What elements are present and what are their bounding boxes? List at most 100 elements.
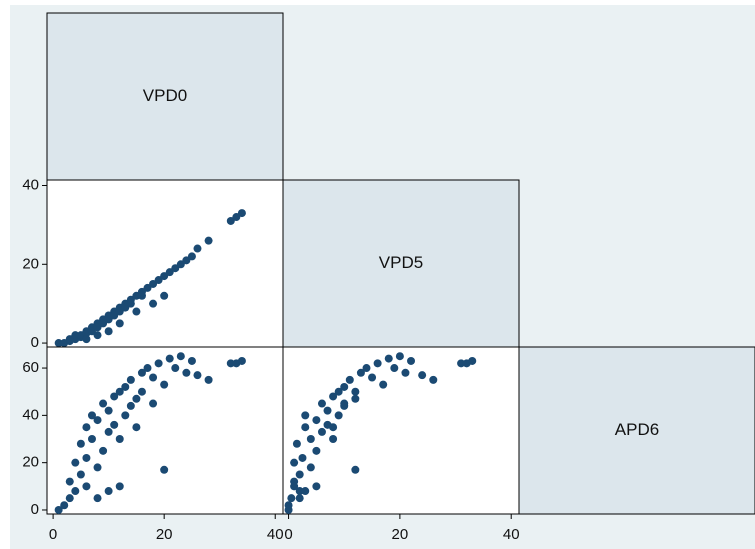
point — [76, 439, 85, 448]
point — [115, 482, 124, 491]
point — [71, 487, 80, 496]
point — [368, 373, 377, 382]
y-tick-label: 20 — [22, 255, 39, 272]
point — [232, 213, 241, 222]
point — [121, 411, 130, 420]
point — [187, 252, 196, 261]
y-tick-label: 0 — [31, 501, 39, 518]
point — [292, 439, 301, 448]
point — [99, 399, 108, 408]
point — [132, 291, 141, 300]
point — [295, 470, 304, 479]
point — [149, 373, 158, 382]
point — [60, 501, 69, 510]
variable-label: APD6 — [615, 420, 659, 439]
point — [87, 327, 96, 336]
point — [65, 335, 74, 344]
scatter-panel — [46, 179, 284, 348]
x-tick-label: 20 — [156, 526, 173, 543]
point — [237, 209, 246, 218]
point — [54, 339, 63, 348]
x-tick-label: 40 — [267, 526, 284, 543]
point — [132, 307, 141, 316]
point — [99, 319, 108, 328]
scatter-points — [54, 209, 246, 348]
point — [87, 435, 96, 444]
point — [187, 356, 196, 365]
x-tick-label: 0 — [49, 526, 57, 543]
point — [407, 356, 416, 365]
point — [65, 494, 74, 503]
scatter-panel — [46, 346, 284, 515]
point — [149, 399, 158, 408]
point — [317, 399, 326, 408]
point — [143, 364, 152, 373]
point — [104, 327, 113, 336]
point — [99, 446, 108, 455]
point — [301, 423, 310, 432]
variable-label: VPD5 — [379, 253, 423, 272]
point — [379, 380, 388, 389]
point — [329, 392, 338, 401]
point — [351, 394, 360, 403]
point — [182, 256, 191, 265]
point — [149, 279, 158, 288]
diagonal-cell — [282, 179, 520, 348]
diagonal-cell — [518, 346, 755, 515]
point — [290, 482, 299, 491]
y-tick-label: 0 — [31, 334, 39, 351]
point — [226, 216, 235, 225]
point — [65, 477, 74, 486]
point — [171, 264, 180, 273]
point — [149, 299, 158, 308]
scatter-points — [54, 352, 246, 514]
point — [204, 375, 213, 384]
point — [82, 335, 91, 344]
point — [312, 482, 321, 491]
point — [295, 494, 304, 503]
point — [290, 458, 299, 467]
point — [154, 276, 163, 285]
point — [457, 359, 466, 368]
point — [334, 411, 343, 420]
point — [160, 291, 169, 300]
point — [237, 356, 246, 365]
point — [104, 315, 113, 324]
point — [115, 387, 124, 396]
point — [126, 375, 135, 384]
point — [295, 487, 304, 496]
y-tick-label: 40 — [22, 406, 39, 423]
point — [71, 458, 80, 467]
point — [93, 463, 102, 472]
point — [193, 244, 202, 253]
point — [334, 387, 343, 396]
point — [468, 356, 477, 365]
point — [82, 453, 91, 462]
point — [340, 382, 349, 391]
y-tick-label: 40 — [22, 176, 39, 193]
point — [306, 463, 315, 472]
scatter-points — [284, 352, 477, 514]
point — [418, 371, 427, 380]
point — [340, 399, 349, 408]
point — [93, 416, 102, 425]
point — [373, 359, 382, 368]
point — [154, 359, 163, 368]
point — [429, 375, 438, 384]
point — [115, 319, 124, 328]
point — [160, 272, 169, 281]
diagonal-cell — [46, 12, 284, 181]
point — [384, 354, 393, 363]
point — [132, 423, 141, 432]
point — [121, 382, 130, 391]
point — [87, 411, 96, 420]
point — [104, 487, 113, 496]
point — [356, 368, 365, 377]
point — [362, 364, 371, 373]
point — [204, 236, 213, 245]
x-tick-label: 0 — [284, 526, 292, 543]
point — [132, 394, 141, 403]
point — [395, 352, 404, 361]
x-tick-label: 40 — [503, 526, 520, 543]
